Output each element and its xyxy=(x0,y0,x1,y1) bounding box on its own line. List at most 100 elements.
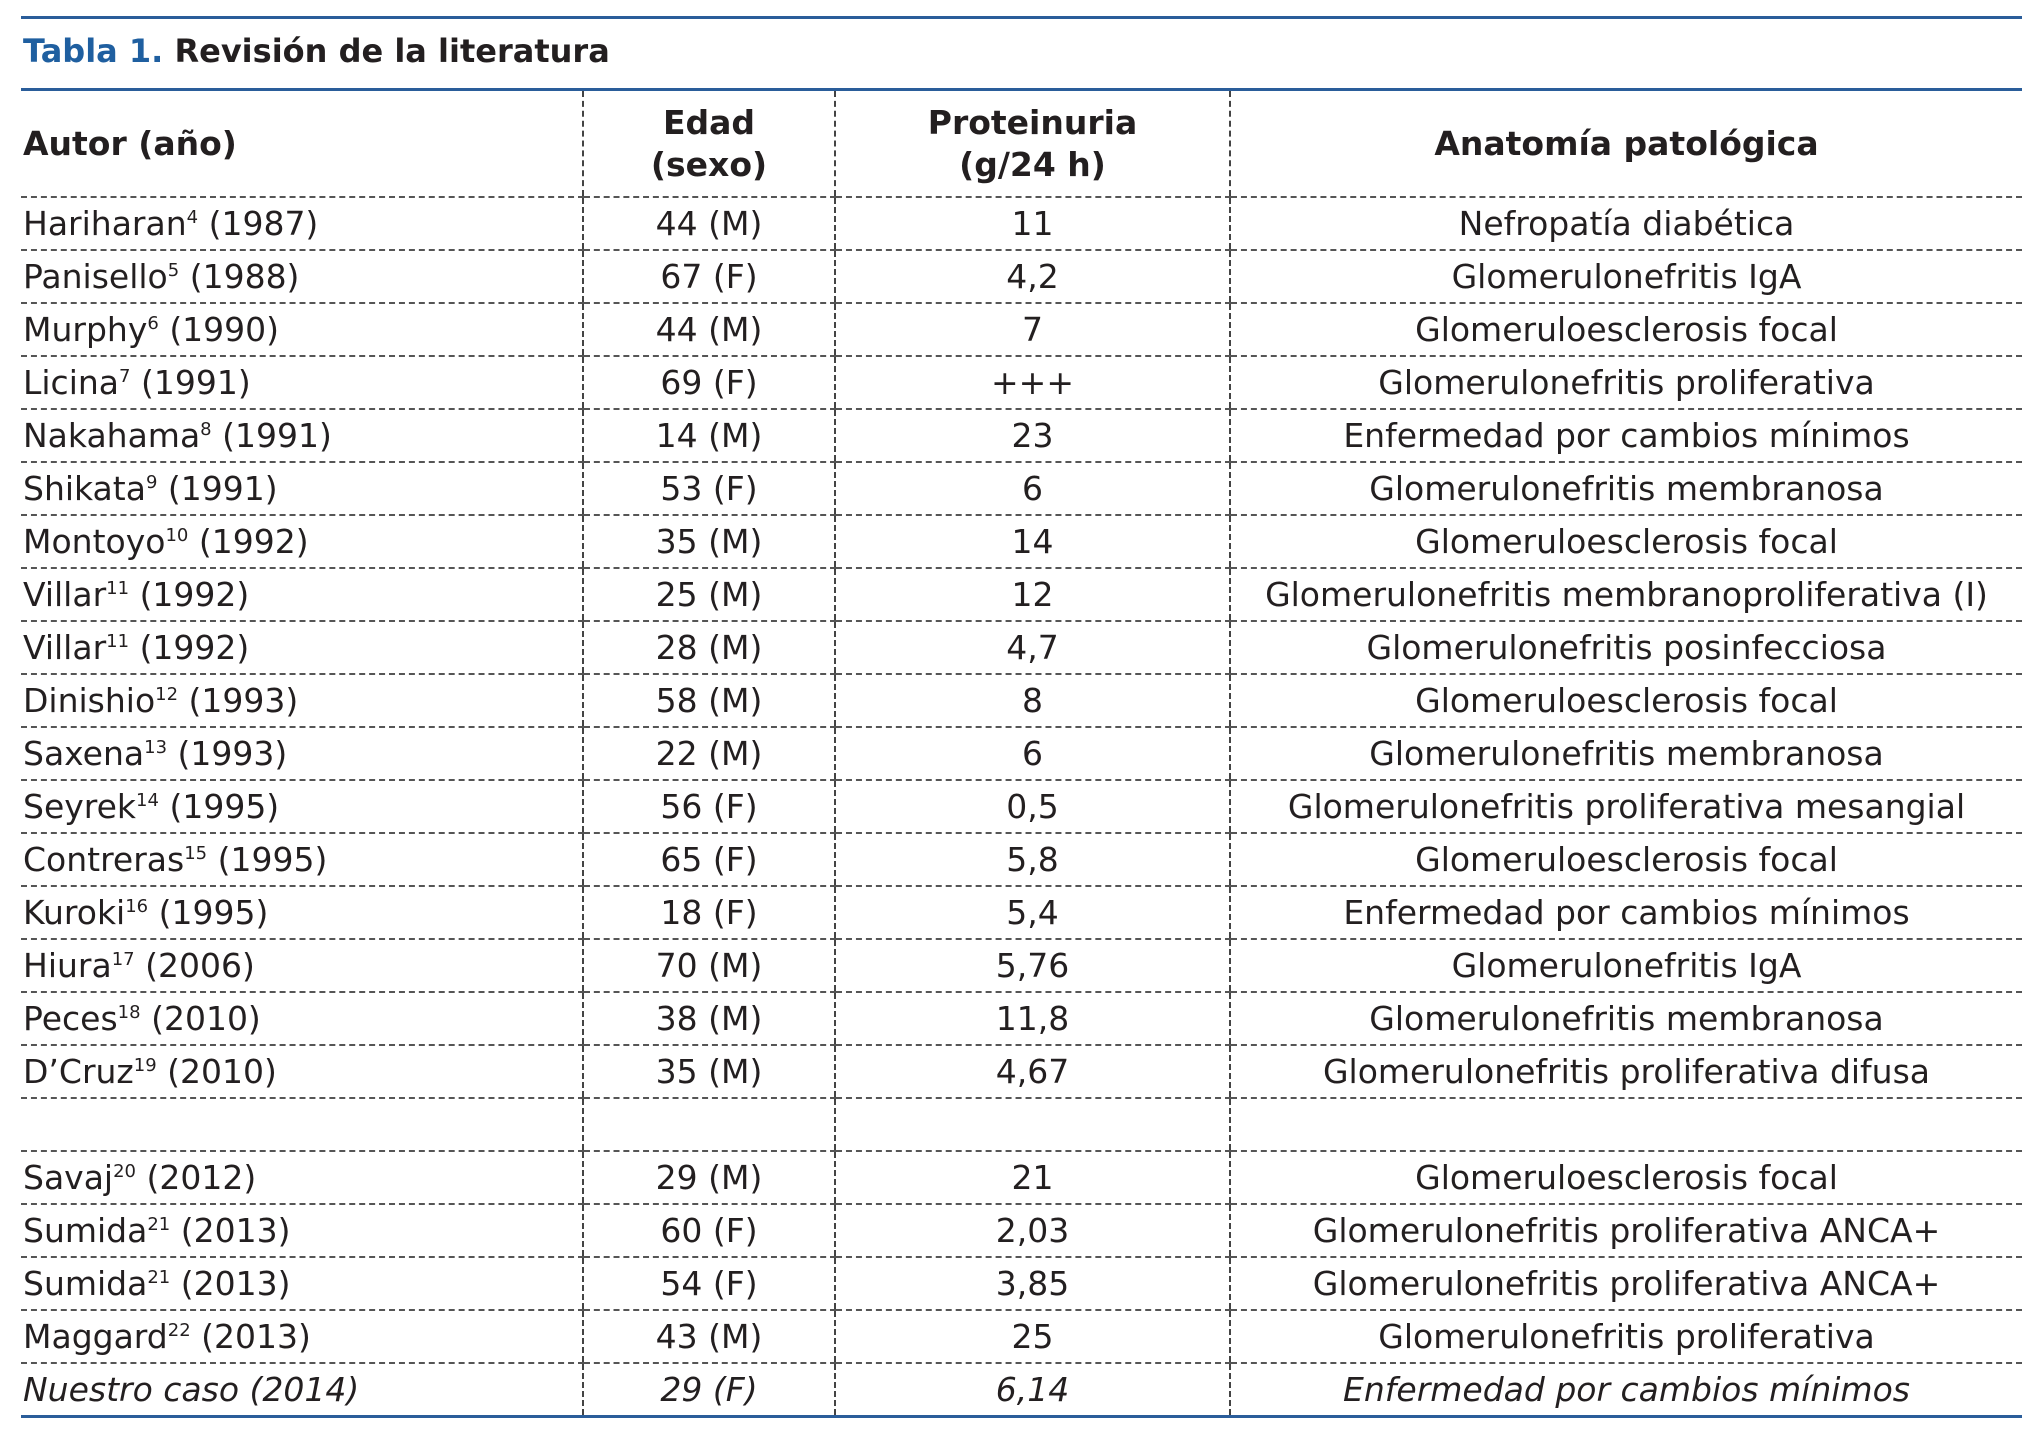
pathology-cell: Glomeruloesclerosis focal xyxy=(1229,515,2022,569)
proteinuria-cell: 8 xyxy=(834,674,1230,728)
year: (2006) xyxy=(145,946,255,985)
table-row: Maggard22 (2013) 43 (M) 25 Glomerulonefriti… xyxy=(21,1310,2022,1364)
proteinuria-cell: 11 xyxy=(834,197,1230,251)
table-row: Hariharan4 (1987) 44 (M) 11 Nefropatía diab… xyxy=(21,197,2022,251)
proteinuria-cell: 3,85 xyxy=(834,1257,1230,1311)
table-title: Tabla 1. Revisión de la literatura xyxy=(23,32,610,70)
author: Nakahama xyxy=(23,416,201,455)
year: (1991) xyxy=(167,469,278,508)
author: Panisello xyxy=(23,257,168,296)
header-text: Proteinuria xyxy=(927,102,1138,142)
age-cell: 43 (M) xyxy=(582,1310,835,1364)
reference: 8 xyxy=(200,419,212,440)
empty-cell xyxy=(582,1098,835,1152)
author: Montoyo xyxy=(23,522,166,561)
proteinuria-cell: 6 xyxy=(834,727,1230,781)
title-text: Revisión de la literatura xyxy=(174,32,610,70)
header-text: Edad xyxy=(662,102,756,142)
year: (2012) xyxy=(146,1158,257,1197)
table-row: Dinishio12 (1993) 58 (M) 8 Glomeruloesclero… xyxy=(21,674,2022,728)
author: Kuroki xyxy=(23,893,126,932)
reference: 15 xyxy=(184,843,208,864)
pathology-cell: Glomerulonefritis membranosa xyxy=(1229,992,2022,1046)
author: Maggard xyxy=(23,1317,168,1356)
age-cell: 54 (F) xyxy=(582,1257,835,1311)
author-cell: Savaj20 (2012) xyxy=(21,1151,583,1205)
empty-cell xyxy=(21,1098,583,1152)
author: Licina xyxy=(23,363,120,402)
author: Saxena xyxy=(23,734,145,773)
author-cell: Hiura17 (2006) xyxy=(21,939,583,993)
author: Murphy xyxy=(23,310,148,349)
table-row: Seyrek14 (1995) 56 (F) 0,5 Glomerulonefriti… xyxy=(21,780,2022,834)
reference: 14 xyxy=(136,790,159,811)
own-case-row: Nuestro caso (2014) 29 (F) 6,14 Enfermedad … xyxy=(21,1363,2022,1417)
year: (1990) xyxy=(169,310,280,349)
pathology-cell: Glomerulonefritis membranosa xyxy=(1229,462,2022,516)
author: Hiura xyxy=(23,946,112,985)
author: Villar xyxy=(23,575,107,614)
proteinuria-cell: 23 xyxy=(834,409,1230,463)
column-header: Anatomía patológica xyxy=(1229,89,2022,198)
year: (1995) xyxy=(217,840,328,879)
age-cell: 28 (M) xyxy=(582,621,835,675)
proteinuria-cell: 4,7 xyxy=(834,621,1230,675)
column-header: Edad (sexo) xyxy=(582,89,835,198)
own-case-cell: 6,14 xyxy=(834,1363,1230,1417)
author-cell: Murphy6 (1990) xyxy=(21,303,583,357)
table-row: Peces18 (2010) 38 (M) 11,8 Glomerulonefriti… xyxy=(21,992,2022,1046)
age-cell: 58 (M) xyxy=(582,674,835,728)
age-cell: 44 (M) xyxy=(582,303,835,357)
year: (1992) xyxy=(139,575,250,614)
year: (2013) xyxy=(180,1264,291,1303)
empty-cell xyxy=(1229,1098,2022,1152)
author: Savaj xyxy=(23,1158,114,1197)
author: Peces xyxy=(23,999,118,1038)
proteinuria-cell: 6 xyxy=(834,462,1230,516)
year: (2013) xyxy=(201,1317,311,1356)
table-row: Montoyo10 (1992) 35 (M) 14 Glomeruloesclero… xyxy=(21,515,2022,569)
header-text: Autor (año) xyxy=(23,123,237,163)
author: Shikata xyxy=(23,469,146,508)
author: Sumida xyxy=(23,1211,148,1250)
header-text: (sexo) xyxy=(650,144,768,184)
age-cell: 53 (F) xyxy=(582,462,835,516)
author-cell: Hariharan4 (1987) xyxy=(21,197,583,251)
column-header: Proteinuria (g/24 h) xyxy=(834,89,1230,198)
age-cell: 29 (M) xyxy=(582,1151,835,1205)
pathology-cell: Enfermedad por cambios mínimos xyxy=(1229,409,2022,463)
column-header: Autor (año) xyxy=(21,89,583,198)
author-cell: Montoyo10 (1992) xyxy=(21,515,583,569)
table-row: Kuroki16 (1995) 18 (F) 5,4 Enfermedad por c… xyxy=(21,886,2022,940)
pathology-cell: Glomerulonefritis proliferativa ANCA+ xyxy=(1229,1257,2022,1311)
table-row: D’Cruz19 (2010) 35 (M) 4,67 Glomerulonefrit… xyxy=(21,1045,2022,1099)
author: D’Cruz xyxy=(23,1052,134,1091)
pathology-cell: Glomerulonefritis proliferativa xyxy=(1229,356,2022,410)
year: (1995) xyxy=(169,787,280,826)
pathology-cell: Glomerulonefritis proliferativa xyxy=(1229,1310,2022,1364)
pathology-cell: Nefropatía diabética xyxy=(1229,197,2022,251)
author: Seyrek xyxy=(23,787,137,826)
age-cell: 60 (F) xyxy=(582,1204,835,1258)
reference: 6 xyxy=(147,313,159,334)
reference: 9 xyxy=(145,472,158,493)
proteinuria-cell: 5,8 xyxy=(834,833,1230,887)
author-cell: Shikata9 (1991) xyxy=(21,462,583,516)
reference: 12 xyxy=(155,684,179,705)
table-body: Hariharan4 (1987) 44 (M) 11 Nefropatía diab… xyxy=(21,197,2022,1417)
proteinuria-cell: 7 xyxy=(834,303,1230,357)
header-text: Anatomía patológica xyxy=(1434,123,1819,163)
reference: 20 xyxy=(113,1161,136,1182)
literature-table: Autor (año) Edad (sexo) Proteinuria (g/24 h)… xyxy=(21,88,2022,1418)
reference: 5 xyxy=(167,260,180,281)
age-cell: 65 (F) xyxy=(582,833,835,887)
reference: 16 xyxy=(125,896,149,917)
reference: 22 xyxy=(167,1320,191,1341)
pathology-cell: Glomeruloesclerosis focal xyxy=(1229,833,2022,887)
own-case-cell: Nuestro caso (2014) xyxy=(23,1370,360,1409)
proteinuria-cell: 21 xyxy=(834,1151,1230,1205)
proteinuria-cell: 11,8 xyxy=(834,992,1230,1046)
pathology-cell: Glomeruloesclerosis focal xyxy=(1229,303,2022,357)
proteinuria-cell: 14 xyxy=(834,515,1230,569)
age-cell: 67 (F) xyxy=(582,250,835,304)
